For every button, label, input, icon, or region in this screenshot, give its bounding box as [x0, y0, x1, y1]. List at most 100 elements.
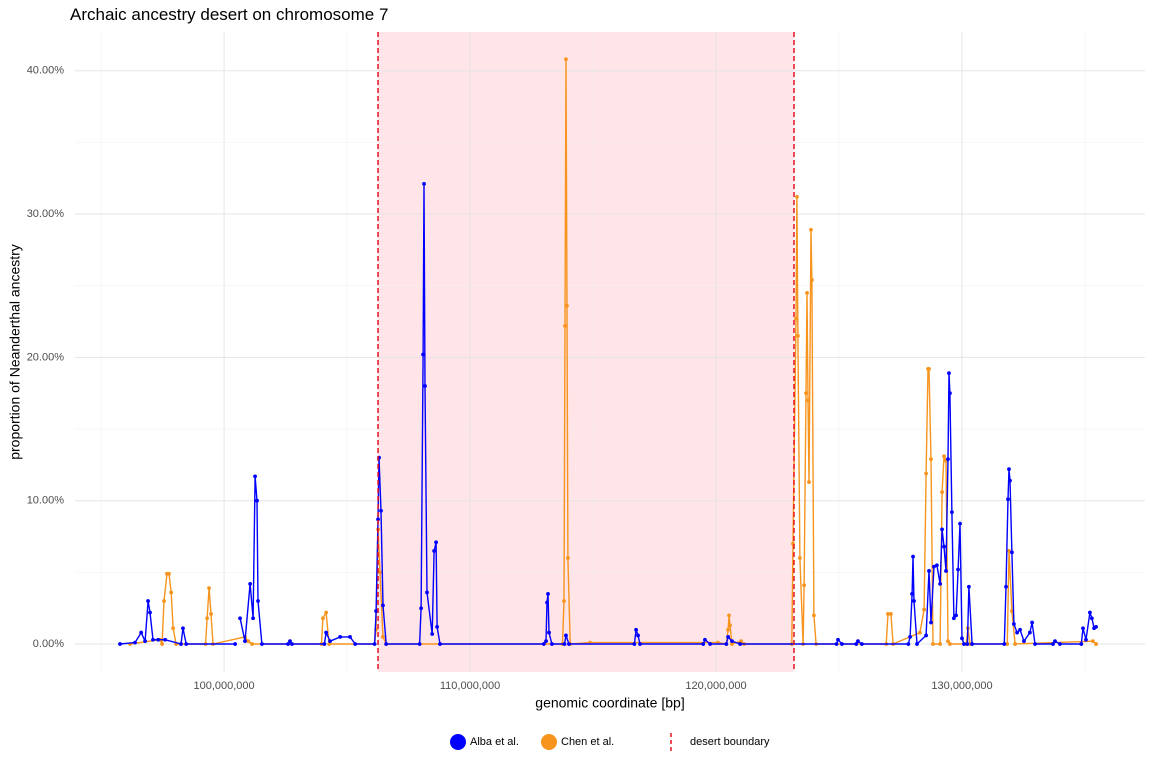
data-point — [286, 642, 290, 646]
data-point — [1005, 642, 1010, 646]
data-point — [856, 639, 860, 644]
data-point — [730, 639, 734, 644]
data-point — [372, 642, 377, 646]
data-point — [143, 639, 148, 644]
data-point — [1022, 639, 1026, 644]
data-point — [435, 624, 439, 629]
data-point — [728, 623, 732, 628]
data-point — [906, 642, 911, 646]
data-point — [184, 642, 189, 646]
data-point — [1090, 639, 1095, 644]
data-point — [205, 616, 209, 621]
data-point — [248, 581, 253, 586]
data-point — [1013, 642, 1018, 646]
data-point — [324, 630, 329, 635]
data-point — [965, 642, 970, 646]
data-point — [807, 480, 811, 484]
data-point — [353, 642, 358, 646]
data-point — [795, 194, 799, 199]
data-point — [794, 316, 798, 321]
data-point — [250, 642, 255, 646]
data-point — [434, 540, 438, 545]
data-point — [1002, 642, 1007, 646]
data-point — [708, 642, 713, 646]
y-tick-label: 0.00% — [33, 638, 64, 650]
data-point — [243, 639, 247, 644]
data-point — [1084, 637, 1088, 642]
data-point — [324, 610, 329, 615]
data-point — [1030, 620, 1034, 625]
data-point — [322, 642, 327, 646]
data-point — [425, 590, 429, 595]
data-point — [727, 613, 731, 618]
data-point — [545, 600, 549, 605]
data-point — [942, 454, 946, 459]
legend-swatch — [450, 734, 466, 750]
data-point — [167, 571, 171, 576]
data-point — [958, 521, 962, 526]
data-point — [156, 637, 161, 642]
x-axis-title: genomic coordinate [bp] — [535, 695, 684, 711]
data-point — [935, 563, 939, 568]
data-point — [938, 642, 943, 646]
data-point — [854, 642, 859, 646]
y-tick-label: 10.00% — [27, 495, 65, 507]
data-point — [730, 642, 734, 646]
data-point — [804, 391, 808, 396]
x-tick-label: 110,000,000 — [440, 680, 500, 692]
data-point — [133, 640, 137, 645]
data-point — [638, 642, 642, 646]
data-point — [840, 642, 844, 646]
data-point — [739, 639, 744, 644]
data-point — [929, 620, 933, 625]
chart-title: Archaic ancestry desert on chromosome 7 — [70, 5, 388, 24]
data-point — [1011, 622, 1016, 626]
x-tick-label: 120,000,000 — [685, 680, 746, 692]
data-point — [946, 457, 950, 462]
x-tick-label: 130,000,000 — [931, 680, 992, 692]
data-point — [564, 57, 568, 62]
data-point — [1088, 610, 1092, 615]
data-point — [927, 569, 931, 573]
data-point — [1094, 642, 1098, 646]
data-point — [931, 642, 935, 646]
data-point — [812, 613, 816, 618]
data-point — [376, 517, 380, 522]
data-point — [948, 642, 952, 646]
data-point — [432, 548, 437, 553]
data-point — [911, 554, 915, 559]
data-point — [703, 637, 707, 642]
data-point — [797, 556, 802, 560]
data-point — [956, 567, 960, 572]
data-point — [924, 633, 928, 638]
data-point — [547, 630, 551, 635]
data-point — [169, 590, 174, 595]
data-point — [422, 182, 426, 186]
data-point — [255, 498, 259, 503]
data-point — [836, 637, 840, 642]
legend-label: Chen et al. — [561, 736, 614, 748]
data-point — [950, 510, 954, 515]
data-point — [564, 633, 568, 638]
data-point — [253, 474, 257, 479]
x-tick-label: 100,000,000 — [193, 680, 254, 692]
data-point — [381, 634, 385, 639]
data-point — [929, 457, 933, 462]
legend-label: desert boundary — [690, 736, 770, 748]
data-point — [962, 642, 966, 646]
data-point — [927, 366, 931, 371]
data-point — [1015, 630, 1019, 635]
data-point — [1010, 550, 1014, 555]
data-point — [118, 642, 122, 646]
data-point — [567, 642, 571, 646]
data-point — [381, 603, 385, 608]
data-point — [1018, 627, 1022, 632]
data-point — [544, 639, 548, 644]
data-point — [421, 352, 425, 357]
y-tick-label: 30.00% — [27, 208, 65, 220]
data-point — [209, 612, 213, 616]
data-point — [379, 508, 383, 513]
data-point — [889, 612, 893, 616]
data-point — [430, 632, 435, 636]
